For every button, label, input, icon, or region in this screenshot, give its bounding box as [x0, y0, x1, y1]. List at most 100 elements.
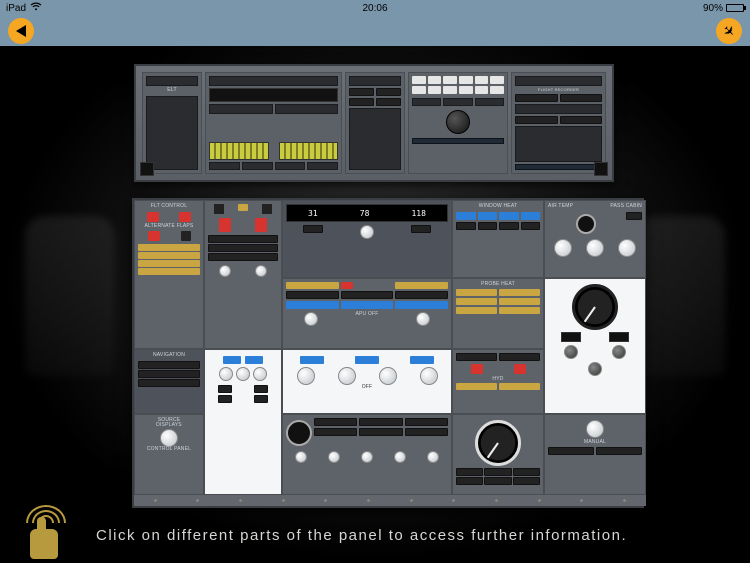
- panel-corner: [594, 162, 608, 176]
- gen-knob[interactable]: [420, 367, 438, 385]
- anti-ice-hyd-panel[interactable]: HYD: [452, 349, 544, 414]
- eec-btn[interactable]: [349, 98, 374, 106]
- fuel-guard[interactable]: [255, 218, 267, 232]
- source-displays-panel[interactable]: SOURCE DISPLAYS CONTROL PANEL: [134, 414, 204, 506]
- metering-panel[interactable]: 31 78 118: [282, 200, 452, 278]
- stage: ELT: [0, 46, 750, 563]
- bleed-gauge: [475, 420, 521, 466]
- overhead-col-eec[interactable]: [345, 72, 405, 174]
- elec-knob[interactable]: [236, 367, 250, 381]
- digital-readout: 31 78 118: [286, 204, 448, 222]
- recorder-label: FLIGHT RECORDER: [515, 88, 602, 92]
- window-heat-label: WINDOW HEAT: [456, 204, 540, 210]
- elec-knob[interactable]: [219, 367, 233, 381]
- irs-switch[interactable]: [209, 162, 240, 170]
- irs-switch[interactable]: [242, 162, 273, 170]
- pilot-seat-right: [635, 216, 725, 376]
- fuel-knob[interactable]: [255, 265, 267, 277]
- cabin-alt-gauge: [572, 284, 618, 330]
- gen-knob[interactable]: [379, 367, 397, 385]
- eec-btn[interactable]: [349, 88, 374, 96]
- irs-caution-left: [209, 142, 269, 160]
- wifi-icon: [30, 2, 42, 14]
- oxy-switch[interactable]: [443, 98, 472, 106]
- arrow-left-icon: [16, 25, 26, 37]
- passcabin-label: PASS CABIN: [610, 204, 642, 210]
- overhead-col-recorder[interactable]: FLIGHT RECORDER: [511, 72, 606, 174]
- meter-knob[interactable]: [360, 225, 374, 239]
- altflaps-guard[interactable]: [148, 231, 160, 241]
- fuel-sw[interactable]: [262, 204, 272, 214]
- irs-switch[interactable]: [275, 162, 306, 170]
- probe-heat-label: PROBE HEAT: [456, 282, 540, 288]
- forward-overhead-panel[interactable]: FLT CONTROL ALTERNATE FLAPS NAVIGATION: [132, 198, 644, 508]
- overhead-col-irs[interactable]: [205, 72, 342, 174]
- fuel-panel[interactable]: [204, 200, 282, 349]
- gen-knob[interactable]: [338, 367, 356, 385]
- window-heat-panel[interactable]: WINDOW HEAT: [452, 200, 544, 278]
- overhead-col-elt[interactable]: ELT: [142, 72, 202, 174]
- elec-btn[interactable]: [245, 356, 263, 364]
- temp-knob[interactable]: [586, 239, 604, 257]
- overhead-col-oxy[interactable]: [408, 72, 508, 174]
- irs-header: [209, 76, 338, 86]
- eec-btn[interactable]: [376, 98, 401, 106]
- app-nav-bar: ✈: [0, 16, 750, 46]
- annunciator: [138, 268, 200, 275]
- manual-label: MANUAL: [548, 440, 642, 446]
- apu-lights-panel[interactable]: [282, 414, 452, 506]
- irs-display: [209, 88, 338, 102]
- elec-btn[interactable]: [223, 356, 241, 364]
- doors-bleed-panel[interactable]: [452, 414, 544, 506]
- flt-alt-display: [561, 332, 581, 342]
- altflaps-switch[interactable]: [181, 231, 191, 241]
- battery-icon: [726, 4, 744, 12]
- bus-panel[interactable]: APU OFF: [282, 278, 452, 349]
- fuel-ann: [238, 204, 248, 211]
- back-button[interactable]: [8, 18, 34, 44]
- generator-panel-white[interactable]: OFF: [282, 349, 452, 414]
- fuel-knob[interactable]: [219, 265, 231, 277]
- pressurization-panel-white[interactable]: [544, 278, 646, 414]
- fltctrl-guard[interactable]: [147, 212, 159, 222]
- manual-press-panel[interactable]: MANUAL: [544, 414, 646, 506]
- temp-knob[interactable]: [554, 239, 572, 257]
- fuel-guard[interactable]: [219, 218, 231, 232]
- irs-switch[interactable]: [307, 162, 338, 170]
- nav-label: NAVIGATION: [138, 353, 200, 359]
- land-alt-display: [609, 332, 629, 342]
- screw-strip: [134, 494, 646, 506]
- source-knob[interactable]: [160, 429, 178, 447]
- temp-gauge: [576, 214, 596, 234]
- air-temp-panel[interactable]: AIR TEMP PASS CABIN: [544, 200, 646, 278]
- landing-alt-knob[interactable]: [446, 110, 470, 134]
- hint-bar: Click on different parts of the panel to…: [0, 507, 750, 563]
- probe-heat-panel[interactable]: PROBE HEAT: [452, 278, 544, 349]
- eec-btn[interactable]: [376, 88, 401, 96]
- panel-corner: [140, 162, 154, 176]
- gen-knob[interactable]: [297, 367, 315, 385]
- annunciator: [138, 244, 200, 251]
- fltctrl-guard[interactable]: [179, 212, 191, 222]
- fuel-sw[interactable]: [214, 204, 224, 214]
- off-label: OFF: [286, 385, 448, 391]
- manual-knob[interactable]: [586, 420, 604, 438]
- oxy-switch[interactable]: [412, 98, 441, 106]
- press-mode-knob[interactable]: [588, 362, 602, 376]
- airplane-button[interactable]: ✈: [716, 18, 742, 44]
- electrical-panel-white[interactable]: [204, 349, 282, 506]
- status-time: 20:06: [362, 3, 387, 14]
- press-knob[interactable]: [564, 345, 578, 359]
- elec-knob[interactable]: [253, 367, 267, 381]
- aft-overhead-panel[interactable]: ELT: [134, 64, 614, 182]
- battery-percent: 90%: [703, 3, 723, 14]
- oxy-switch[interactable]: [475, 98, 504, 106]
- temp-knob[interactable]: [618, 239, 636, 257]
- flight-control-panel[interactable]: FLT CONTROL ALTERNATE FLAPS: [134, 200, 204, 349]
- navigation-panel[interactable]: NAVIGATION: [134, 349, 204, 414]
- readout-v1: 31: [308, 209, 318, 218]
- press-knob[interactable]: [612, 345, 626, 359]
- apu-off-label: APU OFF: [355, 312, 378, 326]
- device-label: iPad: [6, 3, 26, 14]
- annunciator-grid: [412, 76, 504, 94]
